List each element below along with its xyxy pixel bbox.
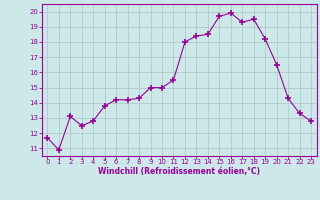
X-axis label: Windchill (Refroidissement éolien,°C): Windchill (Refroidissement éolien,°C): [98, 167, 260, 176]
